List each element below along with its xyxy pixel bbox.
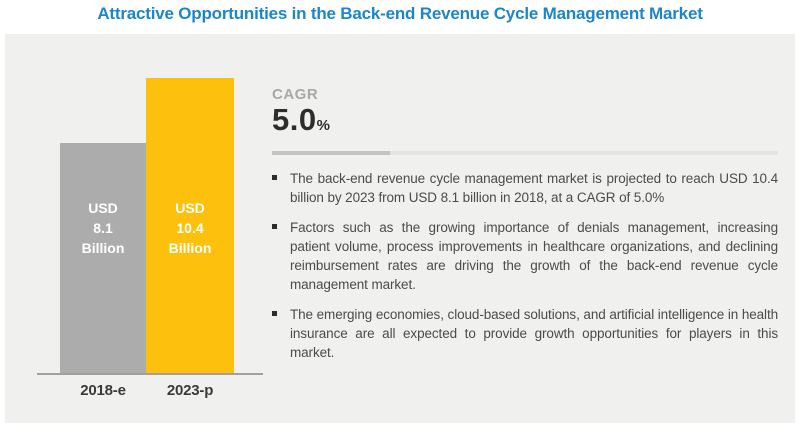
bullet-text: Factors such as the growing importance o… xyxy=(290,220,778,292)
bullet-list: The back-end revenue cycle management ma… xyxy=(272,169,778,362)
divider-line xyxy=(272,151,778,155)
cagr-number: 5.0 xyxy=(272,102,317,137)
bar-value-label-2018: USD 8.1 Billion xyxy=(81,200,125,256)
summary-column: CAGR 5.0% The back-end revenue cycle man… xyxy=(272,34,778,373)
page-title: Attractive Opportunities in the Back-end… xyxy=(97,4,703,23)
cagr-label: CAGR xyxy=(272,86,319,103)
bullet-text: The back-end revenue cycle management ma… xyxy=(290,171,778,205)
x-tick-2023: 2023-p xyxy=(166,382,214,399)
bullet-text: The emerging economies, cloud-based solu… xyxy=(290,307,778,360)
bullet-square-icon xyxy=(272,175,277,180)
bar-2018 xyxy=(60,143,146,373)
bar-value-label-2023: USD 10.4 Billion xyxy=(168,200,212,256)
bar-chart: USD 8.1 Billion USD 10.4 Billion 2018-e … xyxy=(5,34,270,423)
content-panel: USD 8.1 Billion USD 10.4 Billion 2018-e … xyxy=(5,34,795,423)
cagr-value: 5.0% xyxy=(272,103,778,143)
bullet-square-icon xyxy=(272,224,277,229)
list-item: Factors such as the growing importance o… xyxy=(272,218,778,294)
bullet-square-icon xyxy=(272,311,277,316)
x-axis-line xyxy=(37,373,263,375)
cagr-percent-sign: % xyxy=(316,117,331,134)
list-item: The emerging economies, cloud-based solu… xyxy=(272,305,778,362)
bar-2023 xyxy=(146,78,234,373)
x-tick-2018: 2018-e xyxy=(80,382,126,399)
divider-accent xyxy=(272,151,390,155)
list-item: The back-end revenue cycle management ma… xyxy=(272,169,778,207)
